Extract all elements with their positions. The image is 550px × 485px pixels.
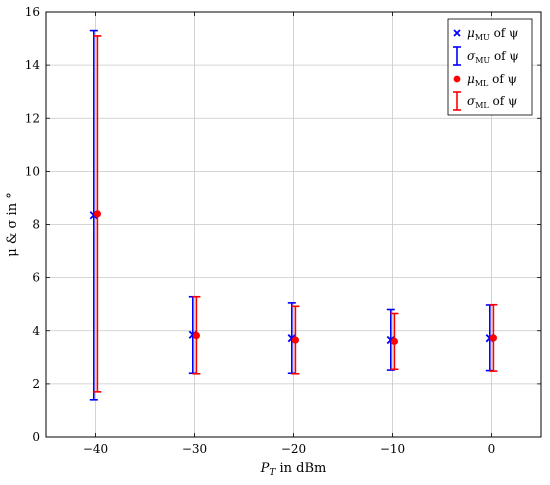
series-1 xyxy=(93,35,498,393)
y-axis-title: μ & σ in ° xyxy=(5,192,20,256)
marker-stroke xyxy=(386,335,395,345)
data-point-circle-marker xyxy=(390,337,398,345)
legend-circle-marker xyxy=(453,75,461,83)
marker-stroke xyxy=(287,334,296,343)
legend-entry-sigma-ml: σML of ψ xyxy=(467,94,517,110)
legend-entry-sigma-mu: σMU of ψ xyxy=(467,49,519,65)
y-tick-label: 6 xyxy=(32,271,40,285)
data-point-circle-marker xyxy=(291,336,299,344)
plot-frame xyxy=(45,11,542,438)
x-tick-label: −10 xyxy=(380,442,405,456)
y-tick-label: 4 xyxy=(32,324,40,338)
y-tick-label: 10 xyxy=(25,164,40,178)
data-point-circle-marker xyxy=(192,331,200,340)
legend-x-marker xyxy=(453,29,461,37)
series-0 xyxy=(89,29,494,401)
y-tick-label: 14 xyxy=(25,58,41,72)
y-tick-label: 8 xyxy=(32,218,40,232)
legend-entry-mu-ml: μML of ψ xyxy=(467,72,517,88)
legend: μMU of ψ σMU of ψ μML of ψ σML of ψ xyxy=(447,18,533,116)
x-tick-label: 0 xyxy=(488,442,496,456)
data-point-circle-marker xyxy=(489,334,497,342)
legend-entry-mu-mu: μMU of ψ xyxy=(467,26,518,42)
x-axis-title: PT in dBm xyxy=(260,461,327,478)
x-tick-label: −20 xyxy=(281,442,306,456)
x-tick-label: −40 xyxy=(83,442,108,456)
legend-box xyxy=(447,18,533,116)
data-point-circle-marker xyxy=(93,210,101,218)
y-tick-label: 16 xyxy=(25,5,40,19)
y-tick-label: 0 xyxy=(32,430,40,444)
x-tick-label: −30 xyxy=(182,442,207,456)
y-tick-label: 12 xyxy=(25,111,40,125)
y-tick-label: 2 xyxy=(32,377,40,391)
